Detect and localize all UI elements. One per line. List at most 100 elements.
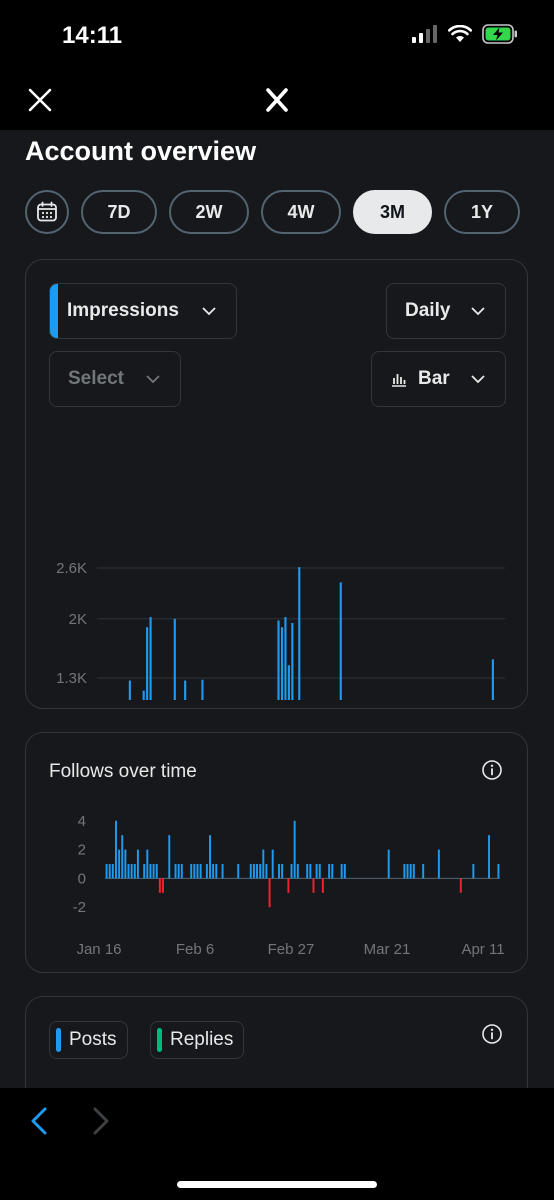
chart-bar[interactable] [309,864,312,879]
chart-bar[interactable] [168,835,171,879]
chart-bar[interactable] [339,582,342,700]
chart-bar[interactable] [190,864,193,879]
chart-bar[interactable] [221,864,224,879]
range-3m[interactable]: 3M [353,190,432,234]
chart-bar[interactable] [298,567,301,700]
chart-bar[interactable] [409,864,412,879]
chart-bar[interactable] [318,864,321,879]
chart-bar[interactable] [201,679,204,700]
chart-bar[interactable] [143,864,146,879]
chart-bar[interactable] [459,878,462,893]
chart-bar[interactable] [149,617,152,700]
back-arrow-icon[interactable] [28,1106,50,1136]
calendar-button[interactable] [25,190,69,234]
chart-bar[interactable] [180,864,183,879]
chart-bar[interactable] [146,849,149,879]
chart-bar[interactable] [249,864,252,879]
chart-bar[interactable] [343,864,346,879]
chart-bar[interactable] [306,864,309,879]
signal-icon [412,25,437,43]
chart-bar[interactable] [196,864,199,879]
chart-bar[interactable] [491,659,494,700]
chart-bar[interactable] [149,864,152,879]
chart-bar[interactable] [124,849,127,879]
chart-bar[interactable] [284,617,287,700]
chart-bar[interactable] [488,835,490,879]
chart-bar[interactable] [278,864,280,879]
chart-bar[interactable] [296,864,299,879]
chart-bar[interactable] [199,864,202,879]
chart-bar[interactable] [287,878,290,893]
chart-bar[interactable] [412,864,415,879]
chart-bar[interactable] [158,878,161,893]
chart-bar[interactable] [328,864,331,879]
chart-bar[interactable] [312,878,315,893]
chart-bar[interactable] [155,864,158,879]
chart-bar[interactable] [437,849,440,879]
chart-bar[interactable] [265,864,268,879]
chart-bar[interactable] [315,864,318,879]
chart-bar[interactable] [115,820,117,879]
close-icon[interactable] [26,86,54,114]
chart-type-dropdown[interactable]: Bar [371,351,506,407]
chart-bar[interactable] [472,864,475,879]
chart-bar[interactable] [130,864,133,879]
chart-bar[interactable] [193,864,196,879]
chart-bar[interactable] [133,864,136,879]
info-icon[interactable] [481,1023,503,1045]
chart-bar[interactable] [118,849,121,879]
chart-bar[interactable] [237,864,240,879]
metric-dropdown[interactable]: Impressions [49,283,237,339]
legend-posts[interactable]: Posts [49,1021,128,1059]
chart-bar[interactable] [280,627,284,700]
chart-bar[interactable] [146,627,149,700]
chart-bar[interactable] [215,864,218,879]
chart-bar[interactable] [212,864,215,879]
chart-bar[interactable] [321,878,324,893]
forward-arrow-icon[interactable] [90,1106,112,1136]
chart-bar[interactable] [205,864,208,879]
chart-bar[interactable] [422,864,425,879]
chart-bar[interactable] [277,620,280,700]
chart-bar[interactable] [121,835,124,879]
chart-bar[interactable] [174,864,177,879]
chart-bar[interactable] [177,864,180,879]
chart-bar[interactable] [403,864,406,879]
chart-bar[interactable] [111,864,114,879]
chart-bar[interactable] [497,864,500,879]
chart-bar[interactable] [406,864,409,879]
chart-bar[interactable] [108,864,111,879]
chart-bar[interactable] [293,820,296,879]
chart-bar[interactable] [387,849,390,879]
info-icon[interactable] [481,759,503,781]
legend-replies[interactable]: Replies [150,1021,245,1059]
chart-bar[interactable] [128,680,131,700]
chart-bar[interactable] [291,623,294,700]
range-2w[interactable]: 2W [169,190,249,234]
interval-dropdown[interactable]: Daily [386,283,506,339]
chart-bar[interactable] [142,690,145,700]
range-1y[interactable]: 1Y [444,190,520,234]
chart-bar[interactable] [184,680,187,700]
chart-bar[interactable] [340,864,343,879]
chart-bar[interactable] [173,618,176,700]
chart-bar[interactable] [162,878,164,893]
chart-bar[interactable] [105,864,108,879]
chart-bar[interactable] [209,835,211,879]
chart-bar[interactable] [281,864,284,879]
chart-bar[interactable] [127,864,130,879]
chart-bar[interactable] [271,849,274,879]
range-4w[interactable]: 4W [261,190,341,234]
chart-bar[interactable] [152,864,155,879]
chart-bar[interactable] [262,849,265,879]
compare-dropdown[interactable]: Select [49,351,181,407]
chart-bar[interactable] [256,864,259,879]
chart-bar[interactable] [331,864,334,879]
chart-bar[interactable] [290,864,293,879]
chart-bar[interactable] [136,849,139,879]
chart-bar[interactable] [252,864,255,879]
chart-bar[interactable] [259,864,262,879]
chart-bar[interactable] [287,665,290,700]
chart-bar[interactable] [268,878,271,908]
range-7d[interactable]: 7D [81,190,157,234]
